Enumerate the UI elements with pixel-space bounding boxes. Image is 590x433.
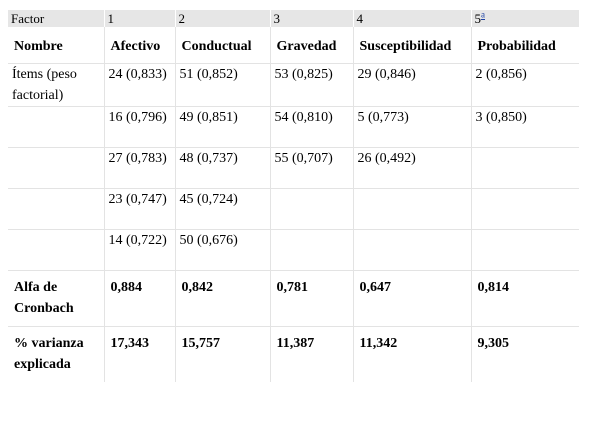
items-label: Ítems (peso factorial) (8, 63, 105, 107)
variance-row: % varianza explicada 17,343 15,757 11,38… (8, 326, 579, 382)
item-loading-cell: 54 (0,810) (270, 106, 354, 148)
empty-cell (8, 188, 105, 230)
factor-number: 3 (270, 10, 354, 27)
factor-name: Afectivo (104, 27, 176, 64)
name-label: Nombre (8, 27, 105, 64)
item-loading-cell: 51 (0,852) (175, 63, 271, 107)
alpha-value: 0,781 (270, 270, 354, 327)
item-loading-cell (471, 188, 579, 230)
factor-number: 1 (104, 10, 176, 27)
item-loading-cell (353, 188, 472, 230)
factor-number-with-footnote: 5a (471, 10, 579, 27)
item-loading-cell: 16 (0,796) (104, 106, 176, 148)
alpha-label: Alfa de Cronbach (8, 270, 105, 327)
variance-value: 15,757 (175, 326, 271, 382)
item-loading-cell: 45 (0,724) (175, 188, 271, 230)
variance-value: 11,342 (353, 326, 472, 382)
item-loading-cell: 23 (0,747) (104, 188, 176, 230)
item-loading-cell: 24 (0,833) (104, 63, 176, 107)
table-row: 23 (0,747) 45 (0,724) (8, 188, 579, 230)
factor-header-row: Factor 1 2 3 4 5a (8, 10, 579, 27)
item-loading-cell: 50 (0,676) (175, 229, 271, 271)
table-row: 14 (0,722) 50 (0,676) (8, 229, 579, 271)
item-loading-cell: 2 (0,856) (471, 63, 579, 107)
factor-name: Conductual (175, 27, 271, 64)
empty-cell (8, 229, 105, 271)
variance-value: 11,387 (270, 326, 354, 382)
item-loading-cell: 26 (0,492) (353, 147, 472, 189)
variance-label: % varianza explicada (8, 326, 105, 382)
factor-label: Factor (8, 10, 105, 27)
alpha-value: 0,884 (104, 270, 176, 327)
item-loading-cell: 49 (0,851) (175, 106, 271, 148)
table-row: 27 (0,783) 48 (0,737) 55 (0,707) 26 (0,4… (8, 147, 579, 189)
factor-analysis-table: Factor 1 2 3 4 5a Nombre Afectivo Conduc… (8, 10, 579, 382)
alpha-row: Alfa de Cronbach 0,884 0,842 0,781 0,647… (8, 270, 579, 327)
empty-cell (8, 147, 105, 189)
factor-name: Susceptibilidad (353, 27, 472, 64)
empty-cell (8, 106, 105, 148)
item-loading-cell (353, 229, 472, 271)
item-loading-cell: 48 (0,737) (175, 147, 271, 189)
factor-number: 5 (474, 11, 482, 26)
alpha-value: 0,814 (471, 270, 579, 327)
item-loading-cell: 27 (0,783) (104, 147, 176, 189)
factor-number: 4 (353, 10, 472, 27)
item-loading-cell: 3 (0,850) (471, 106, 579, 148)
factor-number: 2 (175, 10, 271, 27)
alpha-value: 0,842 (175, 270, 271, 327)
factor-name: Gravedad (270, 27, 354, 64)
item-loading-cell: 5 (0,773) (353, 106, 472, 148)
item-loading-cell (471, 147, 579, 189)
name-header-row: Nombre Afectivo Conductual Gravedad Susc… (8, 27, 579, 64)
alpha-value: 0,647 (353, 270, 472, 327)
item-loading-cell: 53 (0,825) (270, 63, 354, 107)
table-row: Ítems (peso factorial) 24 (0,833) 51 (0,… (8, 63, 579, 107)
footnote-link[interactable]: a (481, 9, 485, 20)
item-loading-cell: 14 (0,722) (104, 229, 176, 271)
item-loading-cell (471, 229, 579, 271)
factor-name: Probabilidad (471, 27, 579, 64)
table-row: 16 (0,796) 49 (0,851) 54 (0,810) 5 (0,77… (8, 106, 579, 148)
item-loading-cell: 29 (0,846) (353, 63, 472, 107)
item-loading-cell: 55 (0,707) (270, 147, 354, 189)
item-loading-cell (270, 188, 354, 230)
item-loading-cell (270, 229, 354, 271)
variance-value: 17,343 (104, 326, 176, 382)
variance-value: 9,305 (477, 336, 510, 351)
